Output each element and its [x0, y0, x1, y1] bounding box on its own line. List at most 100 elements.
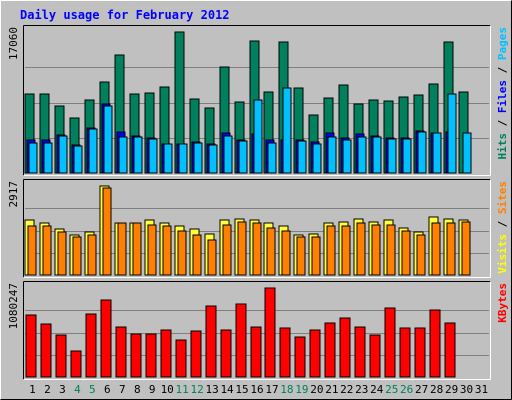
bar-pages — [312, 143, 322, 174]
bar-pages — [118, 136, 128, 174]
bar-pages — [417, 131, 427, 174]
legend-separator: / — [496, 60, 509, 80]
bar-sites — [281, 230, 291, 276]
legend-files: Files — [496, 80, 509, 113]
bar-pages — [223, 135, 233, 174]
bar-pages — [28, 142, 38, 174]
x-tick-label: 6 — [104, 383, 111, 396]
x-tick-label: 19 — [295, 383, 308, 396]
bar-sites — [177, 230, 187, 276]
y-max-label: 17060 — [7, 27, 20, 60]
x-tick-label: 4 — [74, 383, 81, 396]
chart-panel-0: 17060 Hits / Files / Pages — [7, 25, 509, 176]
bar-sites — [207, 239, 217, 276]
x-tick-label: 1 — [29, 383, 36, 396]
bar-kbytes — [324, 322, 336, 378]
x-tick-label: 23 — [355, 383, 368, 396]
bar-pages — [447, 93, 457, 174]
bar-sites — [147, 224, 157, 276]
legend-separator: / — [496, 113, 509, 133]
bar-pages — [357, 136, 367, 174]
x-tick-label: 22 — [340, 383, 353, 396]
bar-sites — [42, 225, 52, 276]
x-tick-label: 7 — [119, 383, 126, 396]
bar-kbytes — [444, 322, 456, 378]
bar-pages — [208, 144, 218, 174]
bar-kbytes — [25, 314, 37, 378]
bar-kbytes — [85, 313, 97, 378]
bar-sites — [102, 187, 112, 276]
bar-pages — [148, 138, 158, 174]
bar-sites — [237, 221, 247, 276]
bar-sites — [446, 222, 456, 276]
bar-kbytes — [70, 350, 82, 378]
bar-sites — [57, 231, 67, 276]
y-max-label: 1080247 — [7, 283, 20, 329]
vertical-legend: KBytes — [496, 283, 509, 323]
x-axis-labels: 1 2 3 4 5 6 7 8 9 10 11 12 13 14 15 16 17 18 19 20 21 22 23 24 2… — [29, 383, 488, 396]
bar-kbytes — [160, 329, 172, 378]
y-max-label: 2917 — [7, 181, 20, 208]
bar-pages — [402, 138, 412, 174]
bar-kbytes — [414, 327, 426, 378]
legend-hits: Hits — [496, 133, 509, 160]
legend-pages: Pages — [496, 27, 509, 60]
bar-pages — [253, 99, 263, 174]
x-tick-label: 21 — [325, 383, 338, 396]
x-tick-label: 9 — [149, 383, 156, 396]
bar-sites — [386, 224, 396, 276]
x-tick-label: 5 — [89, 383, 96, 396]
bar-pages — [178, 143, 188, 174]
bar-kbytes — [384, 307, 396, 378]
x-tick-label: 17 — [265, 383, 278, 396]
x-tick-label: 2 — [44, 383, 51, 396]
bar-kbytes — [145, 333, 157, 378]
x-tick-label: 8 — [134, 383, 141, 396]
bar-kbytes — [115, 326, 127, 378]
x-tick-label: 25 — [385, 383, 398, 396]
bar-kbytes — [279, 327, 291, 378]
bar-kbytes — [250, 326, 262, 378]
bar-kbytes — [235, 303, 247, 378]
x-tick-label: 26 — [400, 383, 413, 396]
x-tick-label: 12 — [191, 383, 204, 396]
bar-sites — [326, 225, 336, 276]
bar-pages — [58, 135, 68, 174]
bar-pages — [297, 140, 307, 174]
bar-kbytes — [205, 305, 217, 378]
bar-pages — [432, 132, 442, 174]
bar-sites — [311, 236, 321, 276]
bar-pages — [73, 145, 83, 174]
bar-pages — [462, 132, 472, 174]
bar-kbytes — [354, 326, 366, 378]
x-tick-label: 11 — [176, 383, 189, 396]
bar-sites — [27, 225, 37, 276]
bar-kbytes — [294, 336, 306, 378]
x-tick-label: 14 — [220, 383, 234, 396]
bar-sites — [356, 222, 366, 276]
x-tick-label: 29 — [445, 383, 458, 396]
x-tick-label: 27 — [415, 383, 428, 396]
x-tick-label: 31 — [475, 383, 488, 396]
chart-panels: 17060 Hits / Files / Pages 2917 Visits / Si… — [7, 25, 509, 380]
bar-sites — [87, 234, 97, 276]
vertical-legend: Visits / Sites — [496, 181, 509, 274]
bar-pages — [88, 128, 98, 174]
bar-sites — [117, 222, 127, 276]
x-tick-label: 3 — [59, 383, 66, 396]
x-tick-label: 15 — [235, 383, 248, 396]
legend-separator: / — [496, 214, 509, 234]
bar-pages — [327, 136, 337, 174]
bar-sites — [416, 234, 426, 276]
bar-pages — [43, 142, 53, 174]
chart-panel-2: 1080247 KBytes — [7, 281, 509, 380]
x-tick-label: 16 — [250, 383, 263, 396]
bar-pages — [238, 140, 248, 174]
bar-kbytes — [339, 317, 351, 378]
bar-sites — [401, 230, 411, 276]
bar-sites — [431, 222, 441, 276]
bar-kbytes — [429, 309, 441, 378]
bar-pages — [372, 136, 382, 174]
bar-pages — [163, 143, 173, 174]
